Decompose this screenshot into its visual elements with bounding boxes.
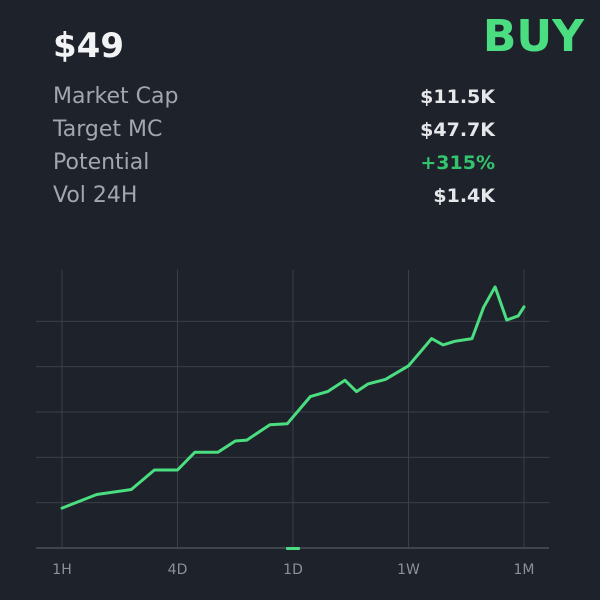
series-point — [453, 340, 456, 343]
series-point — [523, 305, 526, 308]
stats-list: Market Cap $11.5K Target MC $47.7K Poten… — [53, 80, 495, 212]
series-point — [326, 390, 329, 393]
series-point — [505, 318, 508, 321]
series-point — [517, 314, 520, 317]
stat-value: $47.7K — [420, 118, 495, 141]
series-point — [407, 364, 410, 367]
series-point — [494, 285, 497, 288]
stat-value: +315% — [420, 151, 495, 174]
stat-row-target-mc: Target MC $47.7K — [53, 113, 495, 146]
series-point — [286, 422, 289, 425]
stat-label: Market Cap — [53, 84, 179, 109]
x-tick-label[interactable]: 4D — [168, 562, 188, 578]
price-series-line — [60, 285, 526, 510]
stat-label: Target MC — [53, 117, 163, 142]
series-point — [130, 488, 133, 491]
series-point — [153, 469, 156, 472]
series-point — [482, 306, 485, 309]
stat-value: $11.5K — [420, 85, 495, 108]
series-point — [234, 440, 237, 443]
x-tick-label[interactable]: 1M — [514, 562, 535, 578]
series-point — [367, 382, 370, 385]
series-point — [61, 507, 64, 510]
stat-row-potential: Potential +315% — [53, 146, 495, 179]
series-point — [245, 439, 248, 442]
series-point — [442, 343, 445, 346]
series-point — [176, 469, 179, 472]
buy-signal-label[interactable]: BUY — [482, 11, 584, 62]
x-tick-label[interactable]: 1H — [52, 562, 71, 578]
x-tick-label[interactable]: 1D — [283, 562, 303, 578]
chart-grid — [36, 270, 549, 548]
stat-label: Vol 24H — [53, 183, 138, 208]
stat-value: $1.4K — [433, 184, 495, 207]
stat-label: Potential — [53, 150, 150, 175]
series-point — [471, 337, 474, 340]
series-point — [343, 379, 346, 382]
series-point — [193, 451, 196, 454]
series-point — [309, 395, 312, 398]
stat-row-market-cap: Market Cap $11.5K — [53, 80, 495, 113]
active-tick-indicator — [286, 547, 300, 550]
token-price: $49 — [53, 26, 124, 66]
series-point — [95, 493, 98, 496]
stat-row-vol-24h: Vol 24H $1.4K — [53, 179, 495, 212]
series-point — [355, 390, 358, 393]
series-point — [430, 337, 433, 340]
series-point — [268, 423, 271, 426]
x-axis-ticks: 1H 4D 1D 1W 1M — [52, 547, 535, 578]
series-point — [419, 351, 422, 354]
price-chart: 1H 4D 1D 1W 1M — [36, 270, 549, 578]
series-point — [384, 378, 387, 381]
x-tick-label[interactable]: 1W — [397, 562, 420, 578]
series-point — [216, 451, 219, 454]
